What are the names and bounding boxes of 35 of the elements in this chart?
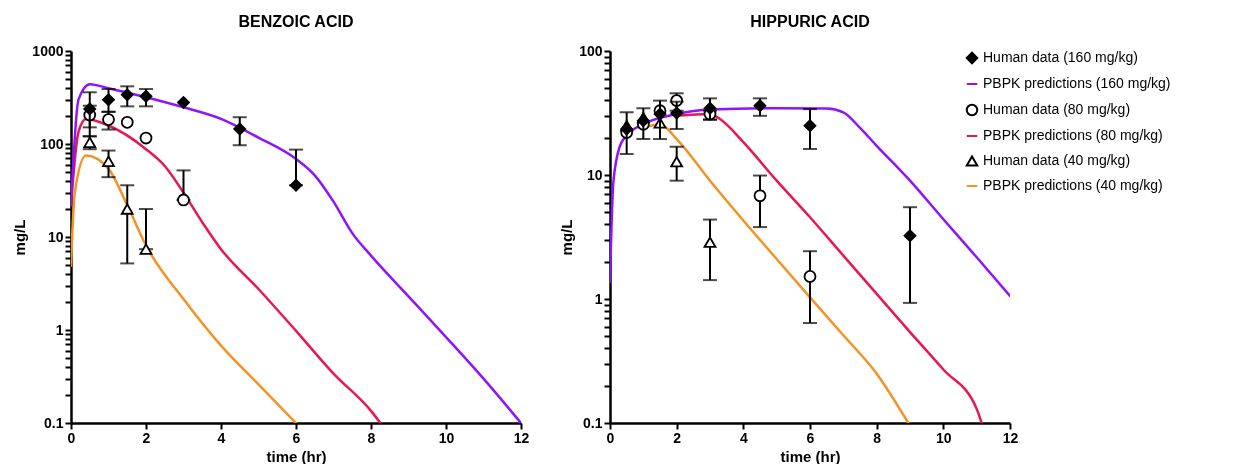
y-tick-label: 100	[40, 135, 64, 152]
x-tick-label: 10	[438, 429, 455, 446]
legend-label: Human data (40 mg/kg)	[983, 152, 1131, 168]
y-tick-label: 1	[55, 321, 64, 338]
y-tick-label: 1	[594, 290, 603, 307]
y-axis-title: mg/L	[558, 219, 576, 256]
chart-title: HIPPURIC ACID	[750, 13, 870, 30]
y-tick-label: 0.1	[44, 414, 64, 431]
y-tick-label: 0.1	[583, 414, 603, 431]
x-tick-label: 12	[1002, 429, 1019, 446]
x-axis-title: time (hr)	[266, 447, 327, 465]
x-tick-label: 8	[367, 429, 376, 446]
legend-label: PBPK predictions (160 mg/kg)	[983, 75, 1171, 91]
x-tick-label: 2	[142, 429, 151, 446]
legend-label: PBPK predictions (80 mg/kg)	[983, 127, 1163, 143]
legend-label: Human data (80 mg/kg)	[983, 101, 1131, 117]
x-axis-title: time (hr)	[780, 447, 841, 465]
x-tick-label: 4	[217, 429, 226, 446]
y-tick-label: 10	[586, 166, 603, 183]
y-tick-label: 10	[47, 228, 64, 245]
x-tick-label: 12	[513, 429, 530, 446]
legend-label: PBPK predictions (40 mg/kg)	[983, 177, 1163, 193]
y-axis-title: mg/L	[11, 219, 29, 256]
x-tick-label: 0	[606, 429, 615, 446]
x-tick-label: 6	[292, 429, 301, 446]
x-tick-label: 2	[673, 429, 682, 446]
x-tick-label: 10	[936, 429, 952, 446]
y-tick-label: 1000	[32, 42, 64, 59]
chart-title: BENZOIC ACID	[238, 13, 354, 30]
y-tick-label: 100	[579, 42, 603, 59]
x-tick-label: 4	[739, 429, 748, 446]
x-tick-label: 8	[873, 429, 882, 446]
legend-label: Human data (160 mg/kg)	[983, 49, 1138, 65]
x-tick-label: 6	[806, 429, 815, 446]
x-tick-label: 0	[67, 429, 76, 446]
